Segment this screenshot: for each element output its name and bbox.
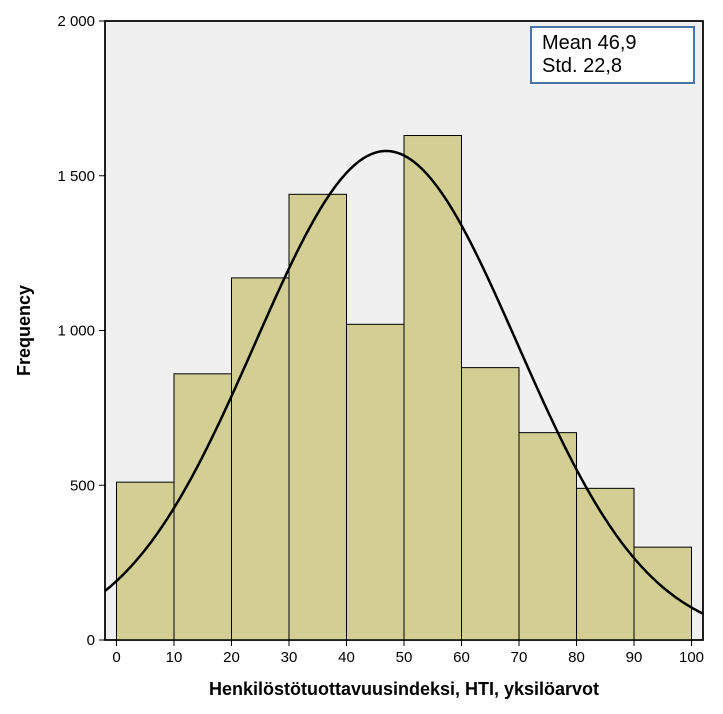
histogram-bar bbox=[347, 324, 405, 640]
histogram-bar bbox=[634, 547, 692, 640]
svg-text:40: 40 bbox=[338, 649, 355, 666]
svg-text:70: 70 bbox=[511, 649, 528, 666]
histogram-bar bbox=[577, 488, 635, 640]
svg-text:1 000: 1 000 bbox=[57, 323, 95, 340]
stats-std: Std. 22,8 bbox=[542, 55, 679, 78]
svg-text:500: 500 bbox=[70, 477, 95, 494]
svg-text:1 500: 1 500 bbox=[57, 168, 95, 185]
svg-text:90: 90 bbox=[626, 649, 643, 666]
svg-text:0: 0 bbox=[112, 649, 120, 666]
y-axis-title: Frequency bbox=[14, 285, 34, 376]
svg-text:60: 60 bbox=[453, 649, 470, 666]
chart-container: 0 500 1 000 1 500 2 000 0 10 20 30 40 50 60 70 80 90 10… bbox=[0, 0, 723, 714]
svg-text:100: 100 bbox=[679, 649, 704, 666]
svg-text:30: 30 bbox=[281, 649, 298, 666]
svg-text:50: 50 bbox=[396, 649, 413, 666]
stats-box: Mean 46,9 Std. 22,8 bbox=[530, 26, 695, 84]
svg-text:10: 10 bbox=[166, 649, 183, 666]
histogram-bar bbox=[462, 368, 520, 640]
svg-text:2 000: 2 000 bbox=[57, 13, 95, 30]
histogram-bar bbox=[289, 194, 347, 640]
svg-text:80: 80 bbox=[568, 649, 585, 666]
histogram-bar bbox=[117, 482, 175, 640]
svg-text:20: 20 bbox=[223, 649, 240, 666]
histogram-bar bbox=[519, 433, 577, 640]
svg-text:0: 0 bbox=[87, 632, 95, 649]
x-axis-title: Henkilöstötuottavuusindeksi, HTI, yksilö… bbox=[209, 679, 599, 699]
histogram-chart: 0 500 1 000 1 500 2 000 0 10 20 30 40 50 60 70 80 90 10… bbox=[0, 0, 723, 714]
stats-mean: Mean 46,9 bbox=[542, 32, 679, 55]
